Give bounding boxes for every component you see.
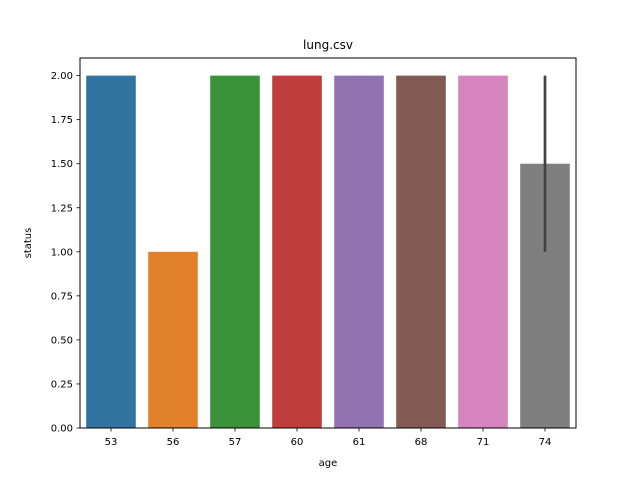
x-axis-label: age bbox=[319, 458, 338, 469]
y-tick-label: 1.25 bbox=[51, 203, 73, 214]
x-tick-label-56: 56 bbox=[167, 437, 180, 448]
y-tick-label: 0.75 bbox=[51, 291, 73, 302]
y-tick-label: 1.50 bbox=[51, 159, 73, 170]
bars-group bbox=[86, 75, 570, 428]
x-tick-label-74: 74 bbox=[539, 437, 552, 448]
bar-53 bbox=[86, 75, 136, 428]
y-tick-label: 2.00 bbox=[51, 71, 73, 82]
x-tick-label-53: 53 bbox=[105, 437, 118, 448]
y-axis: 0.00 0.25 0.50 0.75 1.00 1.25 1.50 1.75 2.00 bbox=[51, 71, 80, 435]
x-tick-label-60: 60 bbox=[291, 437, 304, 448]
y-tick-label: 0.50 bbox=[51, 335, 73, 346]
bar-60 bbox=[272, 75, 322, 428]
x-tick-label-61: 61 bbox=[353, 437, 366, 448]
bar-68 bbox=[396, 75, 446, 428]
plot-frame bbox=[79, 57, 577, 429]
bar-56 bbox=[148, 251, 198, 428]
x-axis: 53 56 57 60 61 68 71 74 bbox=[105, 428, 552, 448]
bar-57 bbox=[210, 75, 260, 428]
x-tick-label-71: 71 bbox=[477, 437, 490, 448]
y-tick-label: 1.00 bbox=[51, 247, 73, 258]
y-tick-label: 1.75 bbox=[51, 115, 73, 126]
chart-title: lung.csv bbox=[303, 38, 353, 52]
y-tick-label: 0.00 bbox=[51, 424, 73, 435]
x-tick-label-57: 57 bbox=[229, 437, 242, 448]
bar-61 bbox=[334, 75, 384, 428]
bar-71 bbox=[458, 75, 508, 428]
x-tick-label-68: 68 bbox=[415, 437, 428, 448]
y-tick-label: 0.25 bbox=[51, 379, 73, 390]
y-axis-label: status bbox=[23, 228, 34, 259]
